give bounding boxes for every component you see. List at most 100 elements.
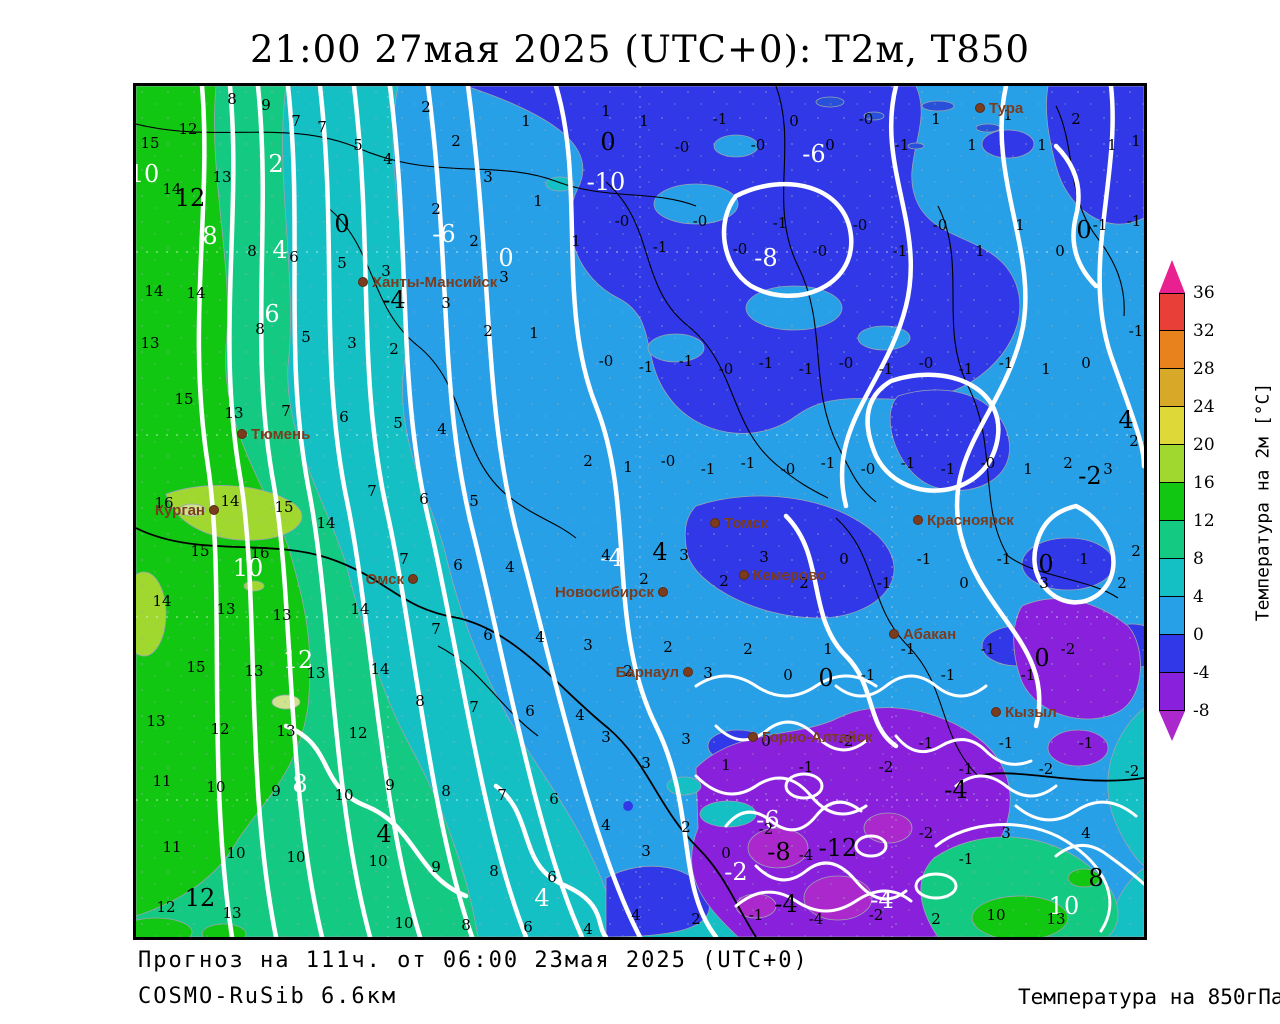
city-label: Томск: [724, 515, 768, 532]
station-value: -2: [919, 824, 934, 842]
station-value: 13: [1046, 910, 1065, 928]
station-value: 1: [1079, 550, 1089, 568]
city-label: Абакан: [903, 626, 956, 643]
city-dot: [889, 629, 899, 639]
isoline-label: -12: [819, 834, 858, 862]
station-value: -0: [661, 452, 676, 470]
station-value: -0: [615, 212, 630, 230]
station-value: 0: [825, 136, 835, 154]
station-value: 2: [719, 572, 729, 590]
city-markers: Тура Ханты-Мансийск Тюмень Курган Омск Новоси…: [155, 100, 1057, 746]
station-value: 2: [451, 132, 461, 150]
station-value: -0: [693, 212, 708, 230]
station-value: -0: [599, 352, 614, 370]
station-value: 6: [549, 790, 559, 808]
station-value: 1: [1107, 136, 1117, 154]
colorbar-tick: 32: [1193, 321, 1215, 341]
station-value: 3: [641, 754, 651, 772]
colorbar-title-wrap: Температура на 2м [°C]: [1253, 383, 1280, 621]
station-value: -0: [719, 360, 734, 378]
colorbar-segment: [1159, 673, 1185, 711]
station-value: -1: [901, 640, 916, 658]
station-value: -4: [809, 910, 824, 928]
station-value: 2: [483, 322, 493, 340]
map-frame: 10 12 8 2 4 0 6 -4 -6 0 0 -10 -8 -6 0 10 12 12 8 4 4 -4 4 0 0 4 -2…: [133, 83, 1147, 940]
station-value: 2: [421, 98, 431, 116]
admin-borders: [136, 86, 1144, 937]
station-value: 8: [255, 320, 265, 338]
colorbar-segment: [1159, 635, 1185, 673]
isoline-label: 8: [202, 222, 217, 250]
station-value: 14: [316, 514, 335, 532]
station-value: 3: [601, 728, 611, 746]
station-value: 0: [959, 574, 969, 592]
colorbar-tick: 24: [1193, 397, 1215, 417]
station-value: -2: [839, 732, 854, 750]
station-value: 0: [1081, 354, 1091, 372]
station-value: -1: [879, 360, 894, 378]
isoline-label: 0: [818, 664, 833, 692]
station-value: 1: [931, 110, 941, 128]
station-value: 12: [210, 720, 229, 738]
station-value: 8: [415, 692, 425, 710]
station-value: -1: [893, 242, 908, 260]
station-value: 6: [289, 248, 299, 266]
colorbar-segment: [1159, 597, 1185, 635]
isoline-label: 12: [283, 646, 314, 674]
station-value: 2: [1131, 542, 1141, 560]
station-value: 13: [212, 168, 231, 186]
station-value: 3: [483, 168, 493, 186]
station-value: 4: [575, 706, 585, 724]
colorbar-segments: [1159, 293, 1185, 711]
station-value: 7: [431, 620, 441, 638]
city-dot: [358, 277, 368, 287]
station-value: 12: [156, 898, 175, 916]
station-value: 5: [393, 414, 403, 432]
city-dot: [975, 103, 985, 113]
station-value: 5: [301, 328, 311, 346]
station-value: 2: [623, 662, 633, 680]
isoline-label: -8: [754, 244, 777, 272]
station-value: 1: [1131, 132, 1141, 150]
station-value: -1: [941, 460, 956, 478]
station-value: 3: [1039, 574, 1049, 592]
station-value: 6: [453, 556, 463, 574]
isoline-label: 0: [1034, 644, 1049, 672]
station-value: 1: [623, 458, 633, 476]
station-value: 9: [271, 782, 281, 800]
station-value: 10: [986, 906, 1005, 924]
station-value: -2: [1125, 762, 1140, 780]
station-value: 6: [419, 490, 429, 508]
station-value: 15: [190, 542, 209, 560]
station-value: 9: [431, 858, 441, 876]
station-value: 13: [146, 712, 165, 730]
colorbar-tick: 20: [1193, 435, 1215, 455]
isoline-label: -2: [724, 858, 747, 886]
isoline-label: -4: [870, 886, 893, 914]
station-value: 9: [261, 96, 271, 114]
station-value: -1: [1021, 666, 1036, 684]
station-value: -0: [781, 460, 796, 478]
colorbar-tick: 4: [1193, 587, 1204, 607]
colorbar-tick: -4: [1193, 663, 1210, 683]
station-value: 7: [317, 118, 327, 136]
station-value: 13: [224, 404, 243, 422]
station-value: -1: [653, 238, 668, 256]
colorbar-tick: 12: [1193, 511, 1215, 531]
station-value: 13: [276, 722, 295, 740]
station-value: 2: [691, 910, 701, 928]
isoline-label: -4: [944, 776, 967, 804]
station-value: -1: [941, 666, 956, 684]
station-value: -1: [713, 110, 728, 128]
station-value: 16: [250, 544, 269, 562]
station-value: 3: [681, 730, 691, 748]
station-value: 11: [162, 838, 181, 856]
isoline-label: 12: [175, 184, 206, 212]
station-value: -0: [861, 460, 876, 478]
station-value: 12: [178, 120, 197, 138]
city-dot: [408, 574, 418, 584]
colorbar-title: Температура на 2м [°C]: [1252, 382, 1274, 622]
colorbar-tick: 16: [1193, 473, 1215, 493]
